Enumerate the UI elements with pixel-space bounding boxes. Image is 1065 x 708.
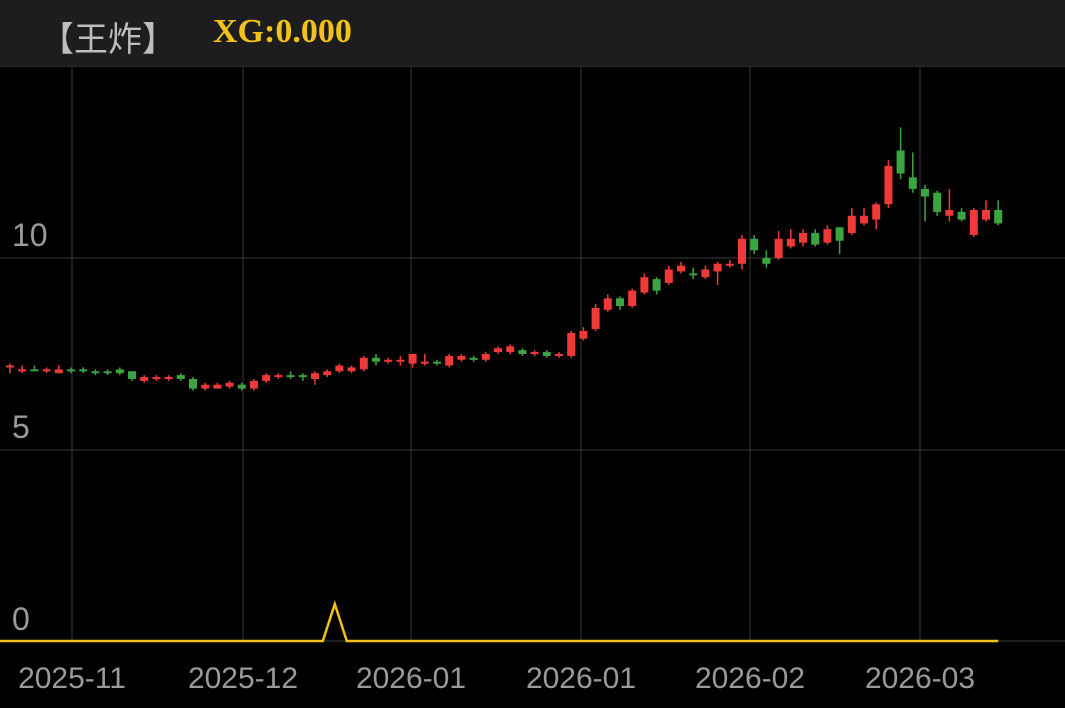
candle-body xyxy=(628,290,637,306)
candle-body xyxy=(420,361,429,364)
candle-body xyxy=(799,233,807,243)
candle-body xyxy=(579,330,588,339)
candle-body xyxy=(18,369,27,372)
candle-body xyxy=(884,165,893,205)
candle-body xyxy=(945,210,954,216)
candle-body xyxy=(689,273,698,276)
candle-body xyxy=(372,357,380,362)
candle-body xyxy=(701,269,710,278)
candle-body xyxy=(652,279,661,291)
candle-body xyxy=(298,375,307,378)
candle-body xyxy=(567,332,576,356)
x-tick-label: 2026-01 xyxy=(356,662,466,695)
candle-body xyxy=(274,375,283,378)
candle-body xyxy=(189,378,197,389)
candle-body xyxy=(237,384,246,389)
candle-body xyxy=(725,263,734,266)
candle-body xyxy=(555,354,563,356)
candle-body xyxy=(408,354,417,364)
candle-body xyxy=(445,355,454,366)
candle-body xyxy=(847,215,856,234)
candle-body xyxy=(30,369,39,372)
candle-body xyxy=(677,265,685,272)
x-tick-label: 2026-02 xyxy=(695,662,805,695)
candle-body xyxy=(152,377,161,380)
candle-body xyxy=(91,371,100,374)
candle-body xyxy=(115,369,124,374)
candle-body xyxy=(103,371,112,374)
candle-body xyxy=(908,177,917,189)
candle-body xyxy=(6,365,14,368)
candle-body xyxy=(335,365,344,372)
candle-body xyxy=(933,192,942,212)
candle-body xyxy=(396,359,405,362)
candle-body xyxy=(835,227,844,241)
candle-body xyxy=(262,375,271,381)
candle-body xyxy=(359,357,368,370)
candle-body xyxy=(811,233,820,245)
candle-body xyxy=(128,371,136,379)
x-tick-label: 2025-12 xyxy=(188,662,298,695)
candle-body xyxy=(54,369,63,374)
candle-body xyxy=(140,377,149,381)
candle-body xyxy=(786,238,795,247)
candle-body xyxy=(591,307,600,330)
candle-body xyxy=(311,373,319,379)
candle-body xyxy=(506,346,515,353)
candle-body xyxy=(164,377,173,380)
y-tick-label: 0 xyxy=(12,601,30,637)
x-tick-label: 2026-03 xyxy=(865,662,975,695)
candle-body xyxy=(384,359,393,362)
candle-body xyxy=(347,367,356,372)
candle-body xyxy=(176,375,185,379)
candle-body xyxy=(42,369,51,372)
x-tick-label: 2026-01 xyxy=(526,662,636,695)
candle-body xyxy=(969,210,978,235)
candle-body xyxy=(542,352,551,356)
candle-body xyxy=(896,150,905,174)
candle-body xyxy=(323,371,332,376)
candle-body xyxy=(921,188,929,197)
candle-body xyxy=(762,258,771,264)
candle-body xyxy=(530,352,539,355)
xg-indicator-value: XG:0.000 xyxy=(213,13,352,50)
candle-body xyxy=(469,357,478,360)
candle-body xyxy=(750,238,759,251)
candle-body xyxy=(860,215,868,224)
chart-header: 【王炸】 XG:0.000 xyxy=(0,0,1065,67)
candle-body xyxy=(957,211,966,220)
xg-indicator-line xyxy=(0,599,999,643)
y-tick-label: 10 xyxy=(12,217,48,253)
candle-body xyxy=(213,384,222,389)
candle-body xyxy=(518,350,527,354)
candle-body xyxy=(664,269,673,283)
candle-body xyxy=(616,298,624,306)
candle-body xyxy=(433,361,441,364)
stock-title: 【王炸】 xyxy=(40,20,176,60)
candle-body xyxy=(603,298,612,310)
candle-body xyxy=(872,204,881,220)
y-tick-label: 5 xyxy=(12,409,30,445)
candle-body xyxy=(225,382,234,387)
x-tick-label: 2025-11 xyxy=(18,662,126,695)
candle-body xyxy=(738,238,746,264)
candle-body xyxy=(982,210,990,220)
candle-body xyxy=(494,348,502,353)
candle-body xyxy=(994,210,1003,224)
candle-body xyxy=(481,354,490,360)
candle-body xyxy=(823,229,832,243)
candle-body xyxy=(640,277,649,293)
candle-body xyxy=(67,369,75,372)
candle-body xyxy=(201,384,210,389)
candle-body xyxy=(713,263,722,272)
candle-body xyxy=(79,369,88,372)
candle-body xyxy=(286,375,295,378)
candle-body xyxy=(774,238,783,258)
candle-body xyxy=(457,355,466,360)
candle-body xyxy=(250,380,258,389)
